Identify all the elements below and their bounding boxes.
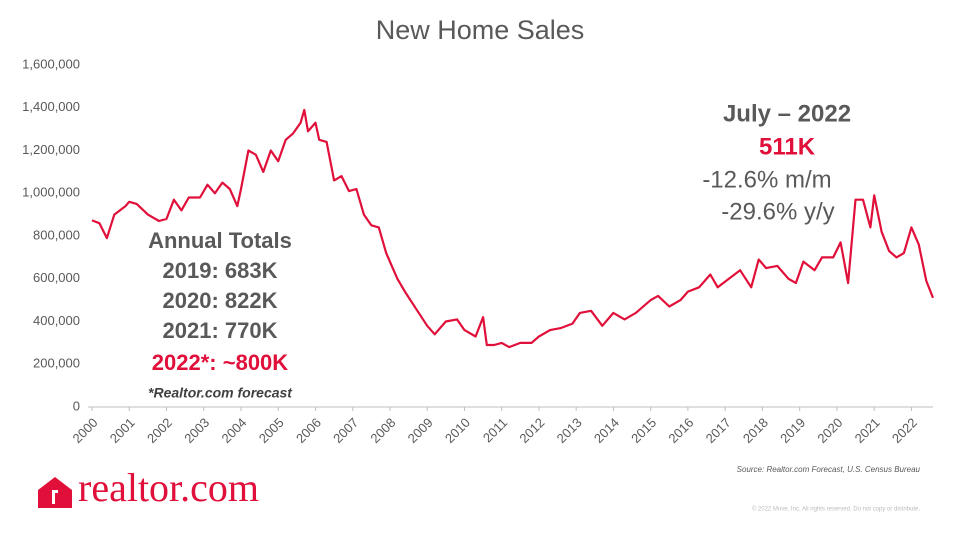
annotation: July – 2022 [723,100,851,127]
source-note: Source: Realtor.com Forecast, U.S. Censu… [737,465,921,474]
annotation: -12.6% m/m [702,166,831,193]
annotation: Annual Totals [148,228,292,253]
series-line [91,108,935,349]
x-tick-label: 2019 [777,415,808,446]
annotation: *Realtor.com forecast [148,385,293,401]
y-tick-label: 200,000 [33,356,80,371]
y-tick-label: 1,200,000 [22,142,80,157]
annotation: -29.6% y/y [721,198,834,225]
x-tick-label: 2016 [665,415,696,446]
logo-icon [38,477,72,508]
logo-text: realtor.com [78,465,259,510]
x-tick-label: 2001 [107,415,138,446]
x-tick-label: 2022 [889,415,920,446]
y-tick-label: 1,400,000 [22,99,80,114]
x-tick-label: 2002 [144,415,175,446]
x-tick-label: 2017 [703,415,734,446]
x-tick-label: 2010 [442,415,473,446]
x-tick-label: 2013 [554,415,585,446]
annotation: 2021: 770K [163,318,278,343]
annotation: 2020: 822K [163,288,278,313]
y-tick-label: 0 [73,398,80,413]
x-tick-label: 2014 [591,415,622,446]
x-tick-label: 2021 [852,415,883,446]
x-tick-label: 2003 [181,415,212,446]
x-tick-label: 2004 [218,415,249,446]
x-tick-label: 2000 [69,415,100,446]
x-tick-label: 2015 [628,415,659,446]
x-tick-label: 2009 [405,415,436,446]
x-tick-label: 2018 [740,415,771,446]
chart-title: New Home Sales [376,15,585,45]
x-tick-label: 2008 [367,415,398,446]
y-tick-label: 600,000 [33,270,80,285]
annotation: 2022*: ~800K [152,350,288,375]
x-tick-label: 2007 [330,415,361,446]
x-tick-label: 2011 [480,415,510,445]
x-tick-label: 2012 [516,415,547,446]
x-tick-label: 2020 [814,415,845,446]
copyright: © 2022 Move, Inc. All rights reserved. D… [752,506,921,513]
y-tick-label: 1,000,000 [22,185,80,200]
y-tick-label: 800,000 [33,227,80,242]
x-tick-label: 2006 [293,415,324,446]
annotation: 2019: 683K [163,258,278,283]
x-tick-label: 2005 [256,415,287,446]
y-tick-label: 1,600,000 [22,56,80,71]
y-tick-label: 400,000 [33,313,80,328]
annotation: 511K [759,133,816,160]
